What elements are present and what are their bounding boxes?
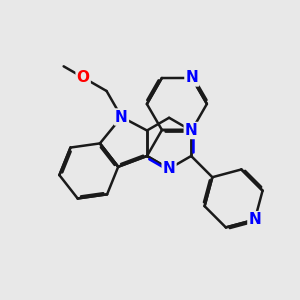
Text: N: N [163, 161, 176, 176]
Text: N: N [248, 212, 261, 227]
Text: N: N [115, 110, 128, 124]
Text: O: O [76, 70, 90, 85]
Text: N: N [185, 123, 197, 138]
Text: N: N [185, 70, 198, 86]
